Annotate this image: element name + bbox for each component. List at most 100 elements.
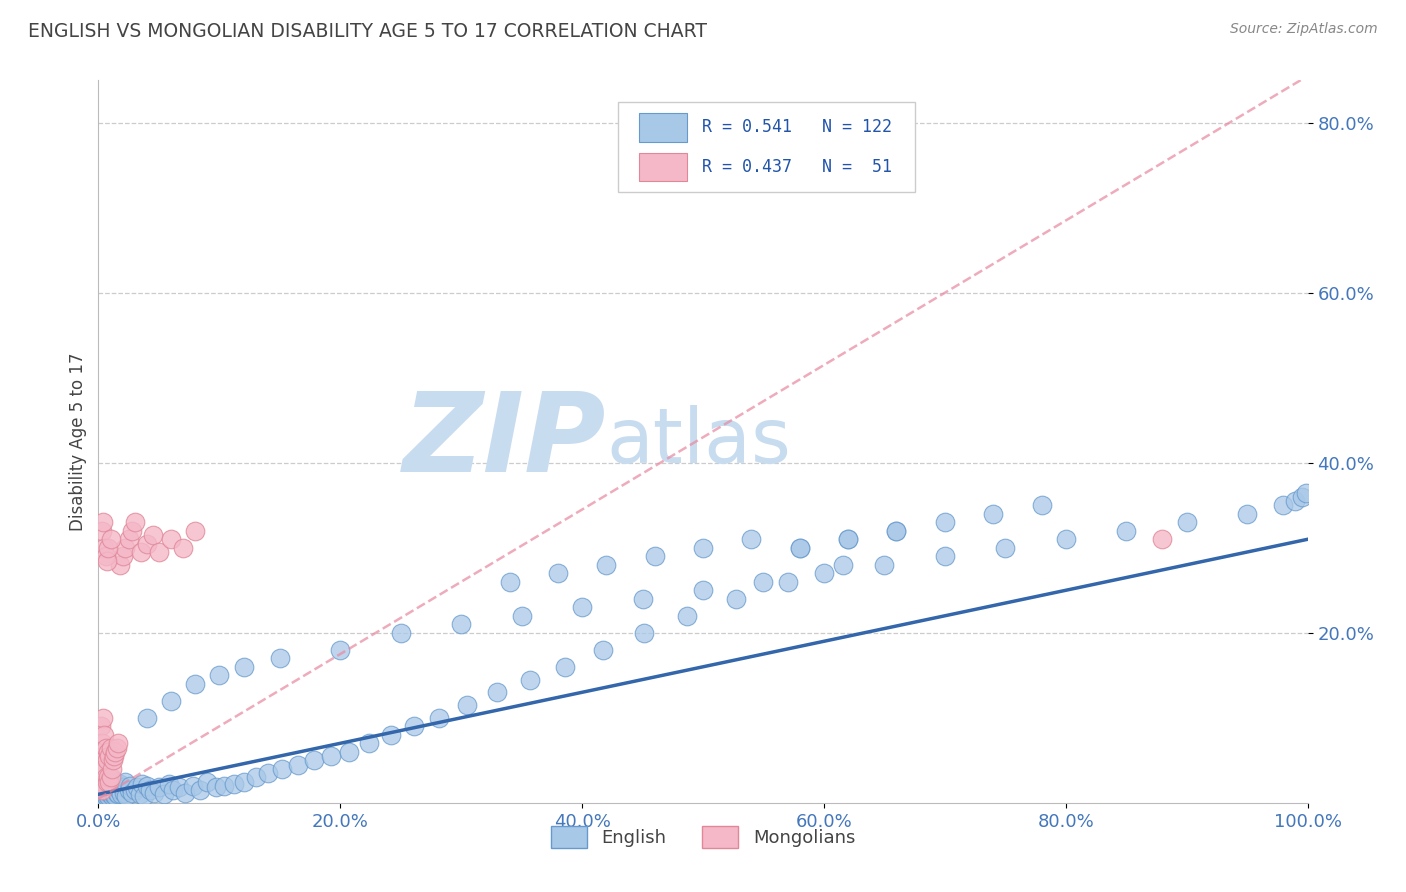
Text: R = 0.437   N =  51: R = 0.437 N = 51: [702, 158, 891, 176]
Text: atlas: atlas: [606, 405, 792, 478]
Point: [832, 558, 855, 572]
Point: [91, 783, 114, 797]
Point: [89, 787, 111, 801]
Point: [129, 545, 152, 559]
Text: ZIP: ZIP: [402, 388, 606, 495]
Point: [91, 783, 114, 797]
Point: [212, 779, 235, 793]
Point: [128, 787, 150, 801]
Point: [93, 541, 115, 555]
Point: [1291, 490, 1313, 504]
Point: [90, 789, 112, 803]
Point: [148, 780, 170, 795]
Point: [89, 770, 111, 784]
Point: [789, 541, 811, 555]
Point: [886, 524, 908, 538]
Point: [486, 685, 509, 699]
Point: [104, 745, 127, 759]
Point: [160, 533, 183, 547]
FancyBboxPatch shape: [638, 112, 688, 142]
Point: [1152, 533, 1174, 547]
Text: R = 0.541   N = 122: R = 0.541 N = 122: [702, 119, 891, 136]
Point: [329, 642, 352, 657]
Point: [105, 780, 128, 795]
Point: [789, 541, 811, 555]
Point: [100, 787, 122, 801]
Point: [98, 786, 121, 800]
Point: [510, 608, 533, 623]
Point: [108, 783, 131, 797]
Point: [157, 777, 180, 791]
Point: [592, 642, 614, 657]
Point: [837, 533, 859, 547]
Point: [143, 786, 166, 800]
Point: [91, 516, 114, 530]
Point: [184, 677, 207, 691]
Point: [96, 553, 118, 567]
Point: [232, 660, 254, 674]
Point: [498, 574, 520, 589]
Point: [142, 528, 165, 542]
Point: [98, 774, 121, 789]
Point: [776, 574, 799, 589]
Point: [724, 591, 747, 606]
Point: [90, 757, 112, 772]
Point: [115, 789, 138, 803]
Point: [97, 745, 120, 759]
Point: [1115, 524, 1137, 538]
Point: [107, 736, 129, 750]
Point: [319, 749, 342, 764]
Point: [96, 787, 118, 801]
Point: [135, 779, 157, 793]
Point: [554, 660, 576, 674]
Point: [135, 536, 157, 550]
Point: [96, 774, 118, 789]
Point: [100, 772, 122, 786]
Point: [96, 753, 118, 767]
Point: [692, 541, 714, 555]
Point: [184, 524, 207, 538]
Point: [90, 786, 112, 800]
Point: [110, 787, 132, 801]
Point: [837, 533, 859, 547]
Point: [112, 786, 135, 800]
Point: [118, 533, 141, 547]
Point: [94, 770, 117, 784]
Point: [131, 777, 153, 791]
Point: [1236, 507, 1258, 521]
Point: [208, 668, 231, 682]
Point: [100, 770, 122, 784]
Point: [547, 566, 569, 581]
Point: [94, 789, 117, 803]
Point: [271, 762, 294, 776]
Point: [886, 524, 908, 538]
FancyBboxPatch shape: [619, 102, 915, 193]
Point: [97, 777, 120, 791]
Point: [676, 608, 699, 623]
Text: ENGLISH VS MONGOLIAN DISABILITY AGE 5 TO 17 CORRELATION CHART: ENGLISH VS MONGOLIAN DISABILITY AGE 5 TO…: [28, 22, 707, 41]
Point: [93, 779, 115, 793]
Point: [97, 789, 120, 803]
Point: [97, 541, 120, 555]
Point: [91, 774, 114, 789]
Point: [91, 789, 114, 803]
Point: [160, 694, 183, 708]
Point: [101, 787, 124, 801]
Y-axis label: Disability Age 5 to 17: Disability Age 5 to 17: [69, 352, 87, 531]
Point: [105, 786, 128, 800]
Point: [934, 549, 956, 564]
Point: [101, 779, 124, 793]
Point: [121, 524, 143, 538]
Point: [104, 789, 127, 803]
Point: [152, 787, 174, 801]
Point: [91, 524, 114, 538]
Point: [100, 740, 122, 755]
Point: [91, 749, 114, 764]
Point: [91, 766, 114, 780]
Point: [519, 673, 541, 687]
Point: [93, 786, 115, 800]
Point: [134, 789, 156, 803]
Point: [100, 533, 122, 547]
Point: [302, 753, 325, 767]
Point: [380, 728, 402, 742]
